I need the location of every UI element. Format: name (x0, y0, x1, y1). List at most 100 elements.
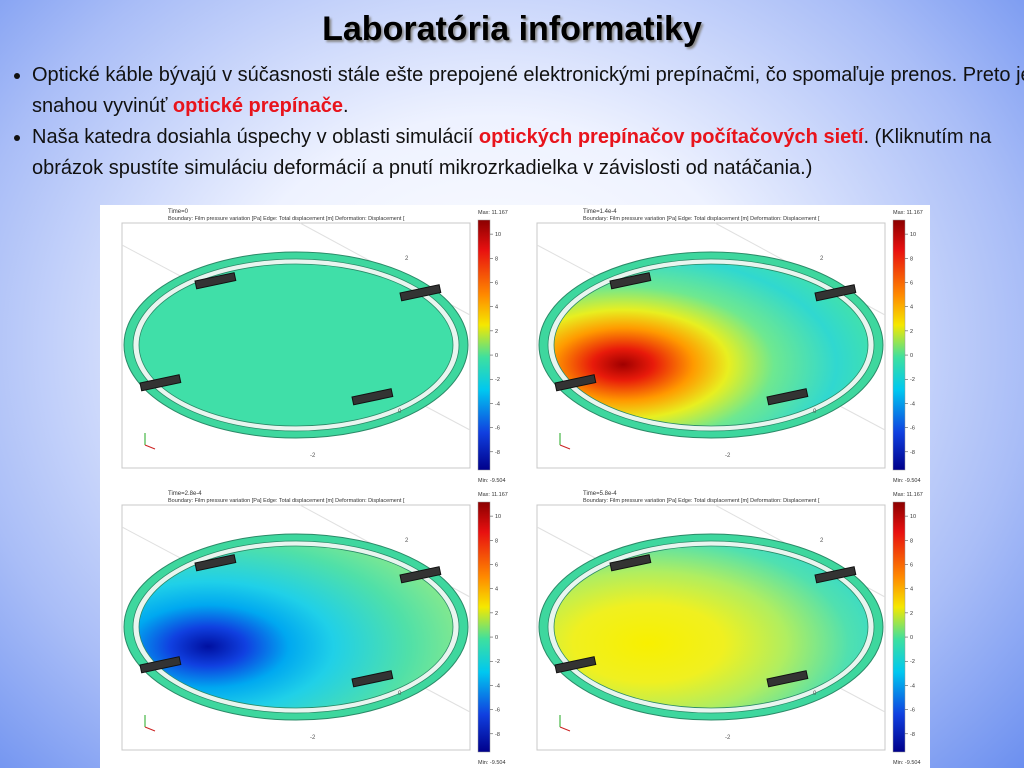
axis-label: 2 (820, 256, 824, 262)
axis-label: -2 (310, 735, 316, 741)
header-label: Boundary: Film pressure variation [Pa] E… (168, 498, 405, 504)
axis-label: -2 (310, 453, 316, 459)
bullet: Naša katedra dosiahla úspechy v oblasti … (32, 122, 1024, 184)
colorbar-tick-label: 4 (495, 587, 498, 593)
axis-label: 0 (813, 409, 817, 415)
colorbar-tick-label: 2 (495, 329, 498, 335)
axis-label: 2 (405, 538, 409, 544)
colorbar-tick-label: 0 (495, 353, 498, 359)
colorbar-tick-label: -8 (910, 450, 915, 456)
colorbar-tick-label: -8 (495, 450, 500, 456)
header-label: Boundary: Film pressure variation [Pa] E… (583, 498, 820, 504)
colorbar-tick-label: -6 (495, 708, 500, 714)
time-label: Time=1.4e-4 (583, 209, 617, 215)
bullet: Optické káble bývajú v súčasnosti stále … (32, 60, 1024, 122)
colorbar-tick-label: -6 (910, 426, 915, 432)
max-label: Max: 11.167 (478, 210, 508, 216)
emphasis-text: optických prepínačov počítačových sietí (478, 126, 864, 148)
colorbar-tick-label: 8 (910, 538, 913, 544)
colorbar-tick-label: 0 (910, 353, 913, 359)
colorbar-tick-label: -4 (910, 401, 915, 407)
min-label: Min: -9.504 (893, 478, 921, 484)
min-label: Min: -9.504 (478, 478, 506, 484)
colorbar-tick-label: 0 (910, 635, 913, 641)
colorbar-tick-label: -6 (910, 708, 915, 714)
colorbar (477, 219, 491, 471)
hinge (194, 554, 237, 572)
colorbar-tick-label: -4 (495, 401, 500, 407)
colorbar-tick-label: 0 (495, 635, 498, 641)
bullet-text: Naša katedra dosiahla úspechy v oblasti … (32, 126, 479, 148)
colorbar-tick-label: -6 (495, 426, 500, 432)
time-label: Time=2.8e-4 (168, 491, 202, 497)
colorbar-tick-label: 4 (910, 587, 913, 593)
colorbar-tick-label: -4 (910, 683, 915, 689)
bullet-text: Optické káble bývajú v súčasnosti stále … (32, 64, 1024, 117)
hinge (194, 272, 237, 290)
slide-title: Laboratória informatiky (322, 10, 702, 48)
colorbar-tick-label: 10 (910, 232, 916, 238)
hinge (554, 374, 597, 392)
colorbar-tick-label: -8 (910, 732, 915, 738)
colorbar-tick-label: -2 (495, 659, 500, 665)
hinge (609, 272, 652, 290)
time-label: Time=0 (168, 209, 189, 215)
min-label: Min: -9.504 (478, 760, 506, 766)
colorbar-tick-label: 6 (495, 562, 498, 568)
bullet-list: Optické káble bývajú v súčasnosti stále … (8, 60, 1024, 184)
hinge (814, 566, 857, 584)
axis-glyph (144, 726, 156, 732)
colorbar-tick-label: 6 (495, 280, 498, 286)
colorbar-tick-label: 10 (495, 232, 501, 238)
hinge (814, 284, 857, 302)
colorbar-tick-label: 2 (910, 611, 913, 617)
header-label: Boundary: Film pressure variation [Pa] E… (583, 216, 820, 222)
hinge (139, 656, 182, 674)
colorbar (892, 501, 906, 753)
axis-label: 0 (813, 691, 817, 697)
axis-label: 0 (398, 409, 402, 415)
bullet-text: . (Kliknutím na obrázok spustíte simulác… (32, 126, 992, 179)
bullet-text: . (342, 95, 349, 117)
hinge (351, 670, 394, 688)
colorbar-tick-label: 2 (495, 611, 498, 617)
axis-glyph (144, 444, 156, 450)
colorbar (892, 219, 906, 471)
hinge (399, 284, 442, 302)
colorbar (477, 501, 491, 753)
mirror (138, 545, 454, 709)
colorbar-tick-label: -2 (495, 377, 500, 383)
colorbar-tick-label: 6 (910, 280, 913, 286)
colorbar-tick-label: -2 (910, 377, 915, 383)
mirror (138, 263, 454, 427)
emphasis-text: optické prepínače (172, 95, 343, 117)
colorbar-tick-label: 4 (910, 305, 913, 311)
axis-label: 2 (820, 538, 824, 544)
max-label: Max: 11.167 (478, 492, 508, 498)
hinge (766, 670, 809, 688)
axis-glyph (559, 444, 571, 450)
hinge (609, 554, 652, 572)
colorbar-tick-label: -2 (910, 659, 915, 665)
hinge (351, 388, 394, 406)
max-label: Max: 11.167 (893, 210, 923, 216)
axis-label: 2 (405, 256, 409, 262)
axis-label: -2 (725, 453, 731, 459)
max-label: Max: 11.167 (893, 492, 923, 498)
mirror (553, 545, 869, 709)
hinge (554, 656, 597, 674)
colorbar-tick-label: -8 (495, 732, 500, 738)
hinge (139, 374, 182, 392)
header-label: Boundary: Film pressure variation [Pa] E… (168, 216, 405, 222)
axis-label: 0 (398, 691, 402, 697)
mirror (553, 263, 869, 427)
time-label: Time=5.8e-4 (583, 491, 617, 497)
colorbar-tick-label: 4 (495, 305, 498, 311)
axis-label: -2 (725, 735, 731, 741)
hinge (766, 388, 809, 406)
colorbar-tick-label: 8 (495, 256, 498, 262)
